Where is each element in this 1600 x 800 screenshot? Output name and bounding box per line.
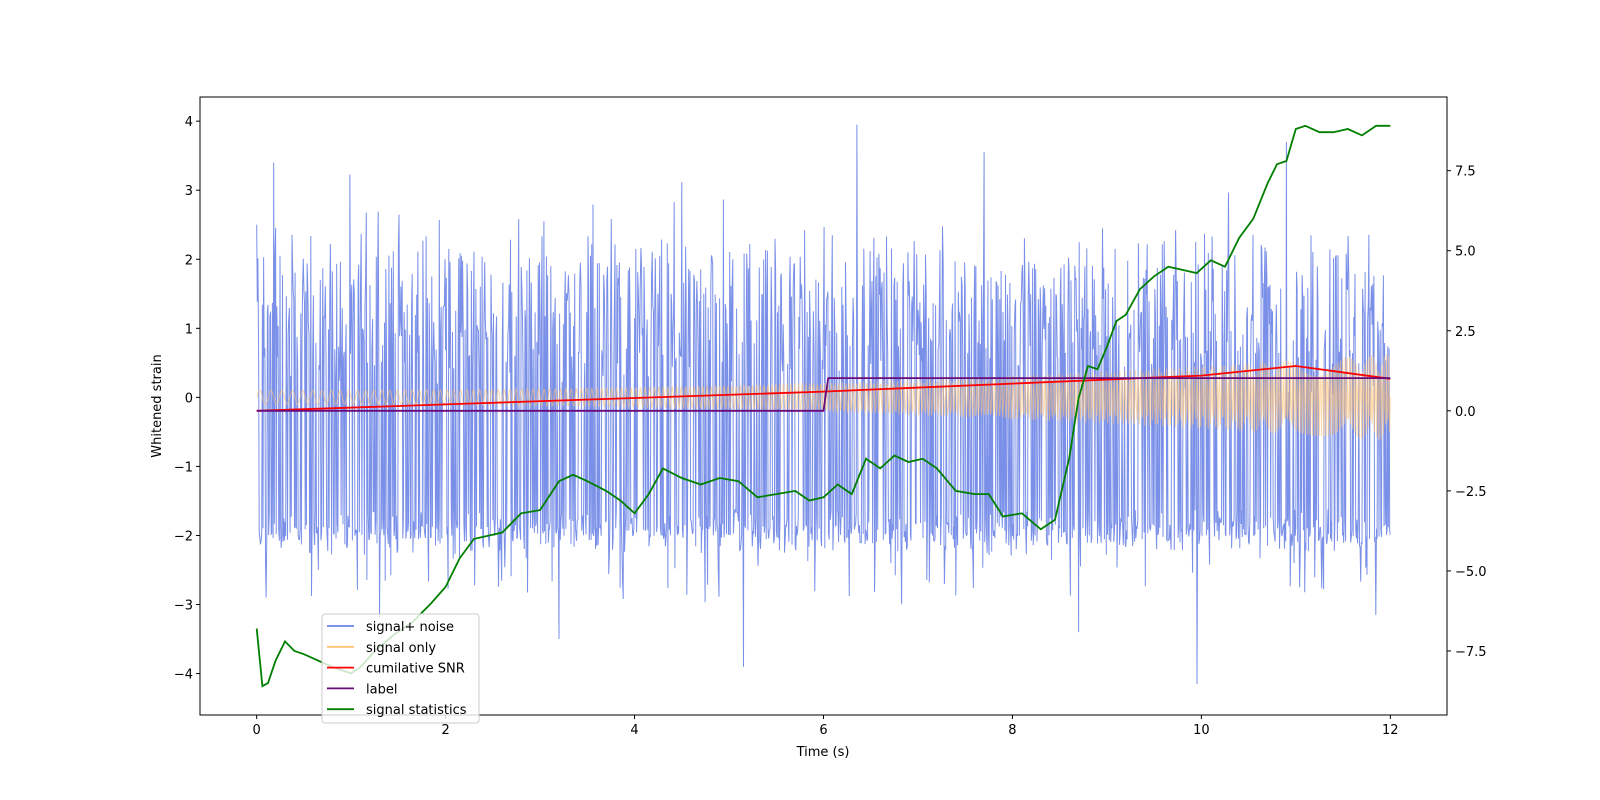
y2-tick-label: −2.5 [1455,485,1487,500]
y-axis-left: −4 −3 −2 −1 0 1 2 3 4 [174,115,200,683]
x-axis-label: Time (s) [796,745,850,760]
legend-label: signal only [366,641,436,656]
x-tick-label: 4 [630,723,638,738]
x-tick-label: 2 [441,723,449,738]
series-cumilative-snr [256,365,1391,412]
legend: signal+ noise signal only cumilative SNR la… [321,613,480,724]
y2-tick-label: 5.0 [1455,245,1476,260]
x-tick-label: 0 [253,723,261,738]
y2-tick-label: 2.5 [1455,325,1476,340]
y2-tick-label: 7.5 [1455,165,1476,180]
chirp-trace [256,354,1391,441]
series-signal-only [256,354,1391,441]
series-signal-noise [256,124,1391,684]
legend-label: label [366,682,397,697]
y-tick-label: −1 [174,460,193,475]
legend-label: signal+ noise [366,620,454,635]
x-tick-label: 6 [819,723,827,738]
y-axis-right: −7.5 −5.0 −2.5 0.0 2.5 5.0 7.5 [1447,165,1487,660]
legend-box [321,613,480,724]
y-tick-label: 0 [185,391,193,406]
x-tick-label: 8 [1008,723,1016,738]
y-tick-label: 4 [185,115,193,130]
y-tick-label: 2 [185,253,193,268]
series-label [256,377,1391,412]
legend-label: cumilative SNR [366,662,465,677]
y-tick-label: −4 [174,668,193,683]
y2-tick-label: −5.0 [1455,565,1487,580]
y2-tick-label: −7.5 [1455,645,1487,660]
x-tick-label: 12 [1382,723,1399,738]
line-trace [256,365,1391,412]
y2-tick-label: 0.0 [1455,405,1476,420]
y-tick-label: −3 [174,599,193,614]
y-tick-label: 1 [185,322,193,337]
y-tick-label: −2 [174,529,193,544]
noise-trace [256,124,1391,684]
y-tick-label: 3 [185,184,193,199]
line-trace [256,377,1391,412]
y-axis-label: Whitened strain [150,354,165,457]
x-tick-label: 10 [1193,723,1210,738]
legend-label: signal statistics [366,703,467,718]
series-layer [255,124,1391,688]
